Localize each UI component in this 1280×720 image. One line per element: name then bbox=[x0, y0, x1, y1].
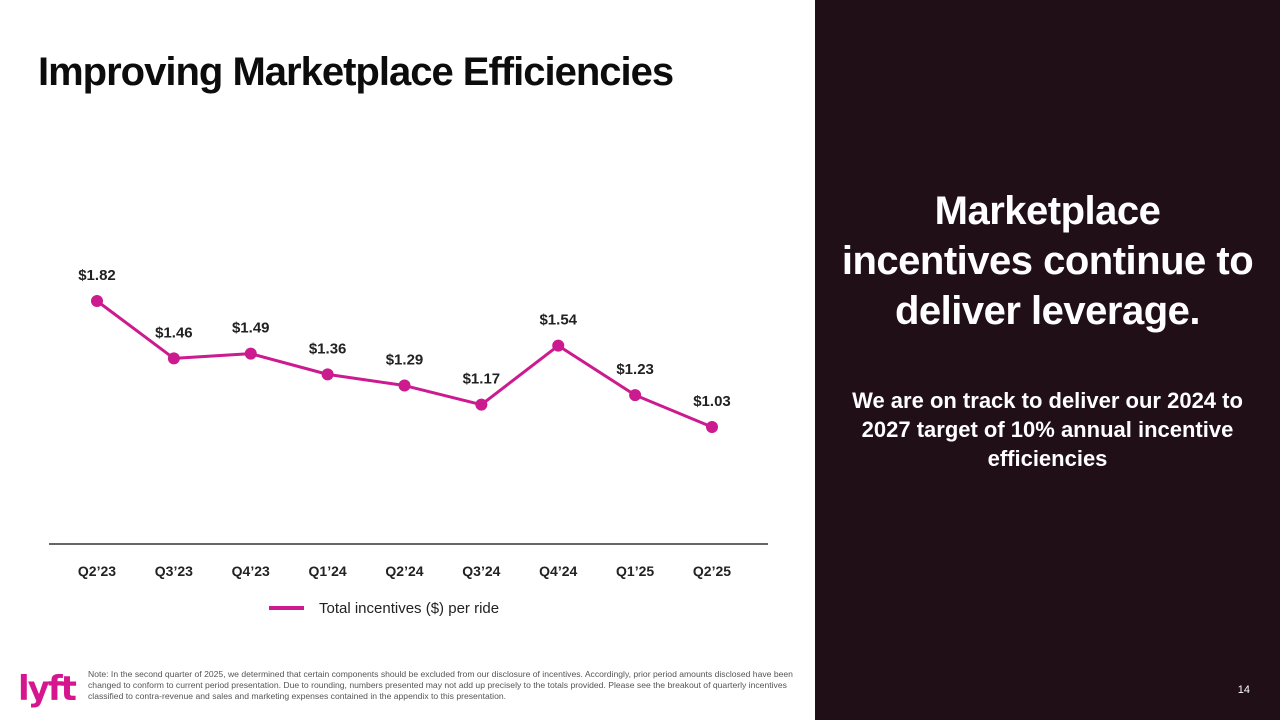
data-point bbox=[91, 295, 103, 307]
data-label: $1.54 bbox=[539, 312, 577, 329]
panel-subtext: We are on track to deliver our 2024 to 2… bbox=[852, 388, 1243, 471]
data-label: $1.03 bbox=[693, 393, 731, 410]
x-tick-label: Q1’25 bbox=[616, 563, 654, 579]
x-tick-labels: Q2’23 Q3’23 Q4’23 Q1’24 Q2’24 Q3’24 Q4’24 Q1’25… bbox=[78, 563, 731, 579]
data-point bbox=[552, 339, 565, 352]
legend: Total incentives ($) per ride bbox=[269, 600, 499, 617]
footnote: Note: In the second quarter of 2025, we … bbox=[88, 669, 793, 701]
x-tick-label: Q2’25 bbox=[693, 563, 731, 579]
page-number: 14 bbox=[1237, 684, 1250, 696]
data-label: $1.17 bbox=[463, 371, 501, 388]
x-tick-label: Q3’24 bbox=[462, 563, 500, 579]
page-title: Improving Marketplace Efficiencies bbox=[38, 50, 674, 94]
data-point bbox=[244, 347, 257, 360]
data-label: $1.49 bbox=[232, 320, 270, 337]
panel-headline: Marketplace incentives continue to deliv… bbox=[841, 189, 1254, 333]
data-point bbox=[706, 421, 718, 434]
data-label: $1.82 bbox=[78, 267, 116, 284]
x-tick-label: Q2’23 bbox=[78, 563, 116, 579]
data-point bbox=[167, 352, 180, 365]
data-point bbox=[398, 379, 411, 392]
data-point bbox=[475, 398, 488, 411]
line-chart: $1.82 $1.46 $1.49 $1.36 $1.29 $1.17 $1.54 $1.23… bbox=[49, 267, 768, 617]
data-label: $1.23 bbox=[616, 361, 654, 378]
data-label: $1.46 bbox=[155, 324, 193, 341]
x-tick-label: Q1’24 bbox=[309, 563, 347, 579]
data-point bbox=[321, 368, 334, 381]
data-point bbox=[629, 389, 642, 402]
x-tick-label: Q3’23 bbox=[155, 563, 193, 579]
x-tick-label: Q2’24 bbox=[385, 563, 423, 579]
x-tick-label: Q4’23 bbox=[232, 563, 270, 579]
data-points bbox=[91, 295, 718, 434]
legend-label: Total incentives ($) per ride bbox=[319, 600, 499, 617]
data-label: $1.29 bbox=[386, 352, 424, 369]
right-panel: Marketplace incentives continue to deliv… bbox=[815, 0, 1280, 720]
data-label: $1.36 bbox=[309, 340, 347, 357]
data-labels: $1.82 $1.46 $1.49 $1.36 $1.29 $1.17 $1.54 $1.23… bbox=[78, 267, 731, 410]
x-tick-label: Q4’24 bbox=[539, 563, 577, 579]
lyft-logo: lyft bbox=[18, 669, 77, 709]
